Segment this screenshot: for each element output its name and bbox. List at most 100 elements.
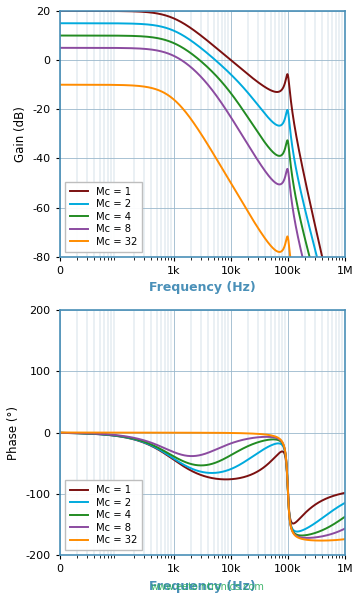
Mc = 32 xyxy=(180,429,184,436)
Mc = 32 xyxy=(58,429,62,436)
Mc = 32 xyxy=(180,104,184,111)
Mc = 4 xyxy=(193,461,197,469)
Mc = 2 xyxy=(58,20,62,27)
Mc = 4 xyxy=(193,53,197,60)
Mc = 4 xyxy=(180,44,184,51)
Mc = 1 xyxy=(193,28,197,35)
Line: Mc = 1: Mc = 1 xyxy=(60,11,345,269)
Mc = 2 xyxy=(320,515,324,522)
Line: Mc = 32: Mc = 32 xyxy=(60,433,345,541)
Mc = 4 xyxy=(265,436,269,443)
Text: www.eeto·ntronics.com: www.eeto·ntronics.com xyxy=(151,583,265,592)
Mc = 4 xyxy=(311,266,315,273)
Line: Mc = 8: Mc = 8 xyxy=(60,433,345,538)
Mc = 2 xyxy=(177,30,181,37)
Mc = 8 xyxy=(305,534,310,541)
Mc = 8 xyxy=(303,266,308,273)
Mc = 8 xyxy=(58,429,62,436)
Mc = 4 xyxy=(58,32,62,39)
Mc = 1 xyxy=(291,520,295,527)
Mc = 2 xyxy=(265,444,269,451)
Line: Mc = 2: Mc = 2 xyxy=(60,433,345,532)
Mc = 4 xyxy=(265,142,269,149)
Mc = 32 xyxy=(334,266,338,273)
Line: Mc = 2: Mc = 2 xyxy=(60,23,345,269)
Y-axis label: Phase (°): Phase (°) xyxy=(7,406,20,460)
Mc = 32 xyxy=(319,537,324,544)
X-axis label: Frequency (Hz): Frequency (Hz) xyxy=(149,580,256,593)
Mc = 2 xyxy=(334,505,338,512)
Line: Mc = 1: Mc = 1 xyxy=(60,433,345,524)
Mc = 2 xyxy=(320,266,324,273)
Mc = 32 xyxy=(265,237,269,244)
Mc = 8 xyxy=(180,451,184,458)
Mc = 8 xyxy=(180,57,184,64)
Mc = 32 xyxy=(343,536,347,543)
Mc = 2 xyxy=(295,528,299,535)
Mc = 8 xyxy=(193,452,197,460)
Line: Mc = 32: Mc = 32 xyxy=(60,85,345,269)
Mc = 2 xyxy=(318,266,322,273)
Mc = 1 xyxy=(180,19,184,26)
Mc = 1 xyxy=(58,429,62,436)
Mc = 4 xyxy=(320,266,324,273)
Mc = 1 xyxy=(343,266,347,273)
Mc = 4 xyxy=(177,42,181,49)
Mc = 32 xyxy=(320,266,324,273)
Mc = 32 xyxy=(177,429,181,436)
Mc = 8 xyxy=(177,451,181,458)
Mc = 2 xyxy=(343,266,347,273)
Mc = 8 xyxy=(193,67,197,74)
Mc = 8 xyxy=(265,433,269,440)
Mc = 1 xyxy=(265,85,269,92)
Mc = 4 xyxy=(334,266,338,273)
Mc = 2 xyxy=(180,31,184,38)
Mc = 4 xyxy=(334,519,338,526)
Mc = 8 xyxy=(320,533,324,540)
Mc = 1 xyxy=(193,469,197,476)
Y-axis label: Gain (dB): Gain (dB) xyxy=(14,106,27,162)
Line: Mc = 8: Mc = 8 xyxy=(60,48,345,269)
Mc = 2 xyxy=(177,458,181,466)
Legend: Mc = 1, Mc = 2, Mc = 4, Mc = 8, Mc = 32: Mc = 1, Mc = 2, Mc = 4, Mc = 8, Mc = 32 xyxy=(65,182,142,252)
Mc = 8 xyxy=(334,266,338,273)
Mc = 2 xyxy=(265,112,269,119)
Mc = 8 xyxy=(343,266,347,273)
Mc = 1 xyxy=(323,266,327,273)
Mc = 8 xyxy=(58,44,62,52)
Mc = 4 xyxy=(177,456,181,463)
Mc = 32 xyxy=(320,537,324,544)
Mc = 32 xyxy=(193,429,197,436)
Mc = 32 xyxy=(334,536,338,544)
Mc = 32 xyxy=(177,101,181,109)
Mc = 32 xyxy=(265,431,269,438)
Mc = 2 xyxy=(180,460,184,467)
Mc = 2 xyxy=(193,40,197,47)
Legend: Mc = 1, Mc = 2, Mc = 4, Mc = 8, Mc = 32: Mc = 1, Mc = 2, Mc = 4, Mc = 8, Mc = 32 xyxy=(65,481,142,550)
Line: Mc = 4: Mc = 4 xyxy=(60,433,345,535)
Mc = 32 xyxy=(58,81,62,88)
Mc = 1 xyxy=(265,461,269,469)
Mc = 1 xyxy=(177,17,181,25)
Mc = 2 xyxy=(334,266,338,273)
Mc = 8 xyxy=(265,170,269,177)
Mc = 1 xyxy=(58,7,62,14)
Mc = 4 xyxy=(343,513,347,520)
Mc = 1 xyxy=(177,460,181,467)
Mc = 8 xyxy=(320,266,324,273)
Mc = 1 xyxy=(343,490,347,497)
Mc = 4 xyxy=(180,457,184,464)
Mc = 1 xyxy=(320,497,324,504)
Mc = 4 xyxy=(320,527,324,534)
Mc = 1 xyxy=(320,251,324,259)
Mc = 2 xyxy=(193,466,197,473)
Mc = 2 xyxy=(58,429,62,436)
Mc = 4 xyxy=(58,429,62,436)
Mc = 4 xyxy=(343,266,347,273)
Mc = 8 xyxy=(343,525,347,532)
Mc = 1 xyxy=(334,491,338,499)
Line: Mc = 4: Mc = 4 xyxy=(60,35,345,269)
Mc = 4 xyxy=(300,532,304,539)
Mc = 8 xyxy=(177,55,181,62)
Mc = 1 xyxy=(334,266,338,273)
